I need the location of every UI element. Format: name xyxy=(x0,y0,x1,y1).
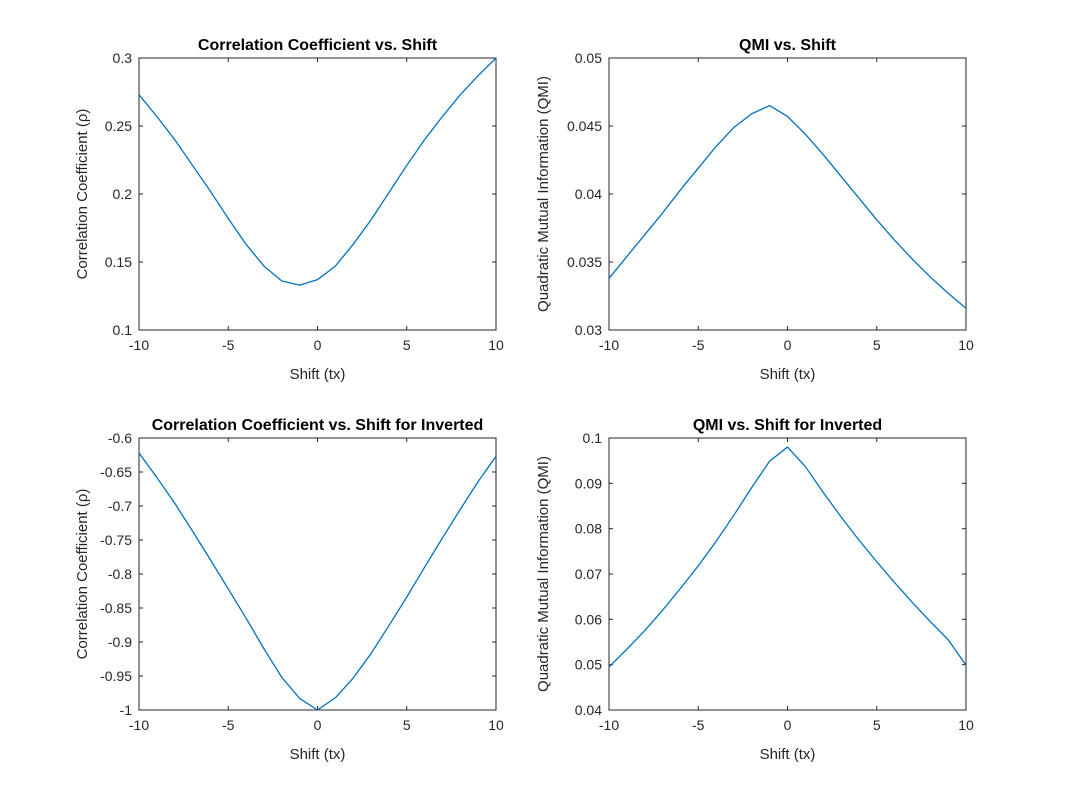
chart-title: Correlation Coefficient vs. Shift for In… xyxy=(152,417,484,434)
x-tick-label: -5 xyxy=(692,337,705,353)
y-axis-label: Quadratic Mutual Information (QMI) xyxy=(535,456,552,692)
y-tick-label: 0.09 xyxy=(575,475,602,491)
y-tick-label: -0.95 xyxy=(100,668,132,684)
x-tick-label: 5 xyxy=(403,717,411,733)
y-tick-label: -0.6 xyxy=(108,430,132,446)
x-tick-label: 0 xyxy=(314,337,322,353)
chart-title: Correlation Coefficient vs. Shift xyxy=(198,37,438,54)
x-axis-label: Shift (tx) xyxy=(290,746,346,763)
x-tick-label: -5 xyxy=(222,337,235,353)
y-tick-label: 0.07 xyxy=(575,566,602,582)
y-tick-label: 0.04 xyxy=(575,702,602,718)
x-tick-label: 10 xyxy=(958,717,974,733)
subplot-3: -10 -5 0 5 10 -1 -0.95 -0.9 -0.85 -0.8 -0.75 -0.7 -0… xyxy=(74,417,504,763)
y-tick-label: 0.05 xyxy=(575,50,602,66)
series-line-1 xyxy=(138,57,497,286)
x-axis-label: Shift (tx) xyxy=(760,746,816,763)
y-tick-label: -1 xyxy=(120,702,133,718)
x-tick-label: 5 xyxy=(873,337,881,353)
chart-title: QMI vs. Shift for Inverted xyxy=(693,417,882,434)
axes-box xyxy=(138,437,497,711)
x-tick-label: 0 xyxy=(314,717,322,733)
y-tick-label: -0.7 xyxy=(108,498,132,514)
y-axis-label: Correlation Coefficient (ρ) xyxy=(74,489,91,660)
x-tick-label: -10 xyxy=(129,337,149,353)
x-axis-label: Shift (tx) xyxy=(290,366,346,383)
x-axis-label: Shift (tx) xyxy=(760,366,816,383)
axes-box xyxy=(608,437,967,711)
series-line-1 xyxy=(608,446,967,668)
y-tick-label: 0.04 xyxy=(575,186,602,202)
x-tick-label: 0 xyxy=(784,337,792,353)
x-tick-label: 10 xyxy=(488,337,504,353)
x-tick-label: 5 xyxy=(403,337,411,353)
x-tick-label: -5 xyxy=(692,717,705,733)
x-tick-label: 0 xyxy=(784,717,792,733)
x-tick-label: -5 xyxy=(222,717,235,733)
y-tick-label: -0.9 xyxy=(108,634,132,650)
subplot-4: -10 -5 0 5 10 0.04 0.05 0.06 0.07 0.08 0.09 0.1 QMI … xyxy=(535,417,974,763)
y-axis-label: Correlation Coefficient (ρ) xyxy=(74,109,91,280)
axes-box xyxy=(138,57,497,331)
y-tick-label: 0.045 xyxy=(567,118,602,134)
y-tick-label: 0.25 xyxy=(105,118,132,134)
y-tick-label: -0.65 xyxy=(100,464,132,480)
y-tick-label: 0.05 xyxy=(575,657,602,673)
y-tick-label: 0.03 xyxy=(575,322,602,338)
series-line-1 xyxy=(608,104,967,309)
y-tick-label: 0.2 xyxy=(113,186,133,202)
y-tick-label: -0.8 xyxy=(108,566,132,582)
y-axis-label: Quadratic Mutual Information (QMI) xyxy=(535,76,552,312)
y-tick-label: 0.035 xyxy=(567,254,602,270)
x-tick-label: -10 xyxy=(599,717,619,733)
y-tick-label: 0.15 xyxy=(105,254,132,270)
y-tick-label: 0.3 xyxy=(113,50,133,66)
y-tick-label: -0.85 xyxy=(100,600,132,616)
y-tick-label: 0.1 xyxy=(113,322,133,338)
axes-box xyxy=(608,57,967,331)
subplot-1: -10 -5 0 5 10 0.1 0.15 0.2 0.25 0.3 Correlation Co… xyxy=(74,37,504,383)
series-line-1 xyxy=(138,452,497,711)
y-tick-label: 0.06 xyxy=(575,611,602,627)
x-tick-label: 10 xyxy=(958,337,974,353)
y-tick-label: 0.1 xyxy=(583,430,603,446)
x-tick-label: -10 xyxy=(599,337,619,353)
chart-title: QMI vs. Shift xyxy=(739,37,837,54)
y-tick-label: -0.75 xyxy=(100,532,132,548)
subplot-2: -10 -5 0 5 10 0.03 0.035 0.04 0.045 0.05 QMI vs. S… xyxy=(535,37,974,383)
x-tick-label: -10 xyxy=(129,717,149,733)
y-tick-label: 0.08 xyxy=(575,521,602,537)
x-tick-label: 5 xyxy=(873,717,881,733)
x-tick-label: 10 xyxy=(488,717,504,733)
